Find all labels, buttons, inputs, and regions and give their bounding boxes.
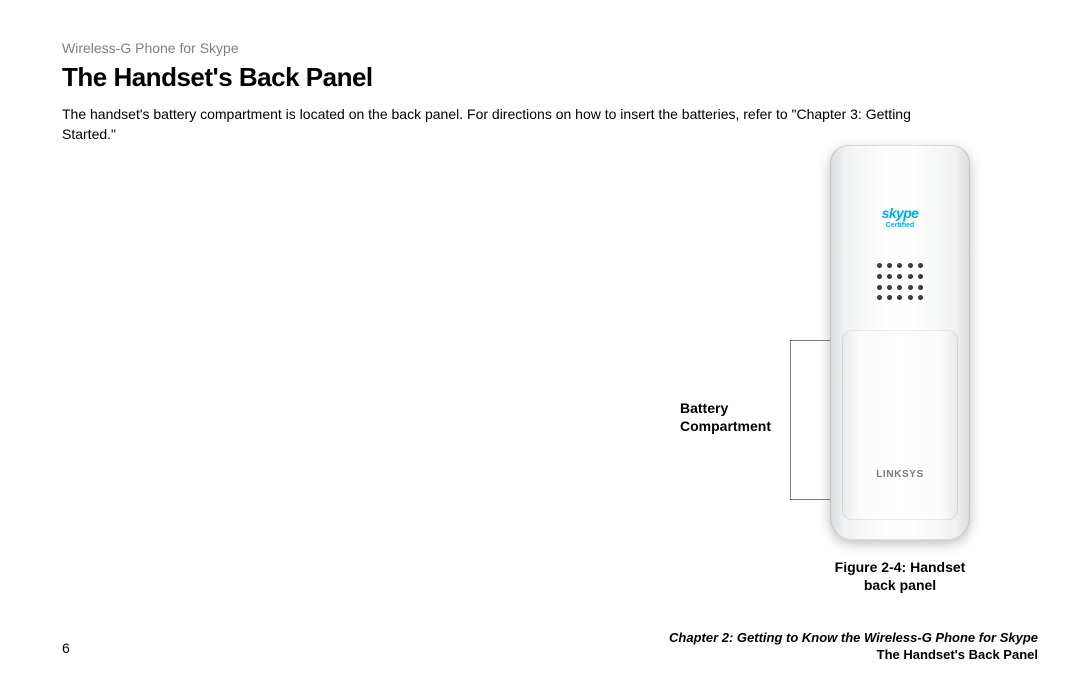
section-title: The Handset's Back Panel (62, 62, 373, 93)
caption-line1: Figure 2-4: Handset (820, 558, 980, 576)
product-name: Wireless-G Phone for Skype (62, 40, 373, 56)
callout-bracket (790, 340, 830, 500)
battery-cover: LINKSYS (842, 330, 958, 520)
handset-illustration: skype Certified LINKSYS (830, 145, 970, 540)
page-header: Wireless-G Phone for Skype The Handset's… (62, 40, 373, 93)
figure-caption: Figure 2-4: Handset back panel (820, 558, 980, 594)
footer-section: The Handset's Back Panel (669, 646, 1038, 664)
linksys-logo: LINKSYS (876, 469, 924, 480)
speaker-grille (874, 260, 926, 304)
footer-block: Chapter 2: Getting to Know the Wireless-… (669, 629, 1038, 664)
callout-line2: Compartment (680, 418, 771, 436)
skype-badge: skype Certified (882, 205, 919, 229)
certified-text: Certified (882, 222, 919, 229)
page-number: 6 (62, 640, 70, 656)
figure-area: skype Certified LINKSYS Battery Compartm… (680, 145, 1040, 615)
caption-line2: back panel (820, 576, 980, 594)
callout-label: Battery Compartment (680, 400, 771, 435)
callout-line1: Battery (680, 400, 771, 418)
body-paragraph: The handset's battery compartment is loc… (62, 104, 942, 145)
footer-chapter: Chapter 2: Getting to Know the Wireless-… (669, 629, 1038, 647)
skype-logo-text: skype (882, 205, 919, 221)
